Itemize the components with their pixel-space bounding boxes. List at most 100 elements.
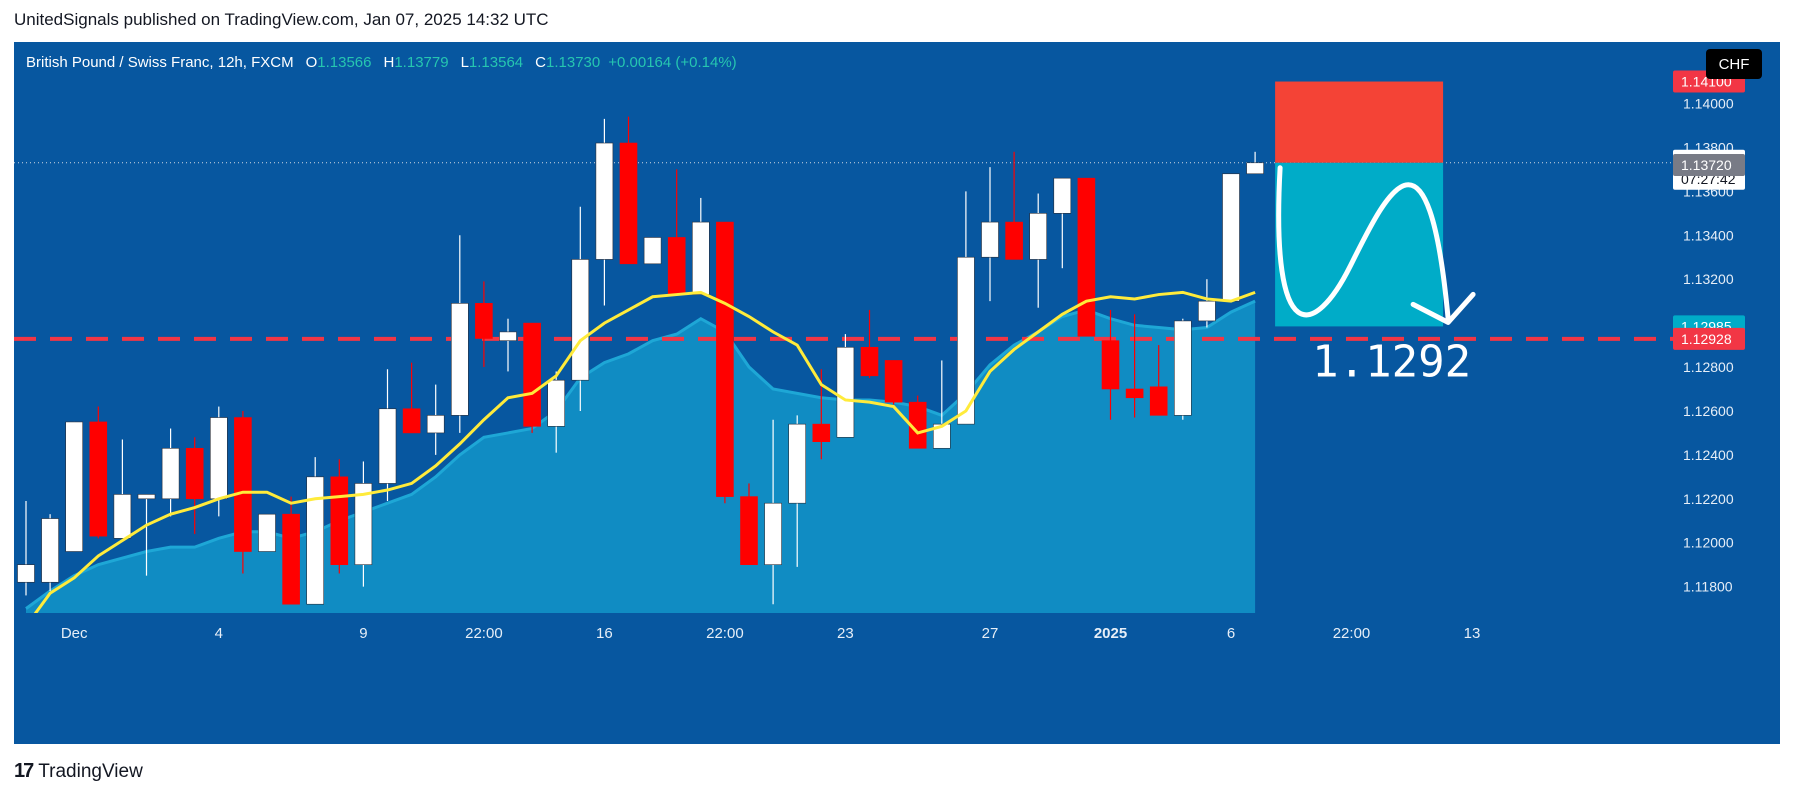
time-tick-label: Dec (61, 625, 88, 642)
price-tick-label: 1.11800 (1683, 579, 1733, 595)
chart-frame[interactable]: 1.1292 1.14000 1.13800 1.13600 1.13400 1.1320… (14, 42, 1780, 744)
candle-body[interactable] (330, 476, 349, 565)
symbol-legend: British Pound / Swiss Franc, 12h, FXCM O1… (26, 54, 737, 71)
candle-body[interactable] (1101, 340, 1120, 390)
low-label: L (460, 54, 469, 71)
tradingview-logo-icon: 17 (14, 760, 34, 782)
time-tick-label: 22:00 (706, 625, 744, 642)
candle-body[interactable] (764, 502, 782, 565)
close-value: 1.13730 (546, 54, 601, 71)
candle-body[interactable] (860, 346, 879, 377)
candle-body[interactable] (258, 513, 276, 552)
candle-body[interactable] (1029, 213, 1048, 260)
candle-body[interactable] (836, 346, 855, 438)
candle-body[interactable] (667, 237, 686, 295)
candle-body[interactable] (619, 142, 638, 265)
time-tick-label: 22:00 (1333, 625, 1371, 642)
time-tick-label: 27 (982, 625, 999, 642)
candle-body[interactable] (402, 408, 421, 434)
symbol-name[interactable]: British Pound / Swiss Franc, 12h, FXCM (26, 54, 294, 71)
candle-body[interactable] (354, 483, 373, 565)
time-tick-label: 13 (1464, 625, 1481, 642)
candle-body[interactable] (137, 494, 156, 500)
price-tick-label: 1.13200 (1683, 271, 1734, 287)
target-price-annotation: 1.1292 (1312, 336, 1471, 387)
price-tick-label: 1.12000 (1683, 535, 1734, 551)
candle-body[interactable] (282, 513, 300, 605)
time-tick-label: 22:00 (465, 625, 503, 642)
candle-body[interactable] (571, 259, 590, 381)
time-axis-bg (14, 613, 1780, 744)
price-tick-label: 1.12800 (1683, 359, 1734, 375)
time-tick-label: 16 (596, 625, 613, 642)
candle-body[interactable] (210, 417, 228, 500)
candle-body[interactable] (812, 423, 831, 442)
close-label: C (535, 54, 546, 71)
currency-button[interactable]: CHF (1706, 49, 1762, 79)
candle-body[interactable] (523, 322, 541, 427)
candle-body[interactable] (185, 447, 204, 500)
time-tick-label: 9 (359, 625, 367, 642)
candle-body[interactable] (1174, 320, 1192, 416)
candle-body[interactable] (1222, 173, 1240, 302)
publisher-line: UnitedSignals published on TradingView.c… (14, 10, 549, 29)
candle-body[interactable] (643, 237, 662, 265)
candle-body[interactable] (1246, 162, 1264, 175)
candle-body[interactable] (426, 415, 445, 434)
candle-body[interactable] (716, 221, 734, 497)
candle-body[interactable] (378, 408, 397, 484)
open-value: 1.13566 (317, 54, 372, 71)
candle-body[interactable] (234, 417, 252, 552)
candle-body[interactable] (691, 221, 710, 295)
change-value: +0.00164 (+0.14%) (608, 54, 737, 71)
price-tick-label: 1.12200 (1683, 491, 1734, 507)
candle-body[interactable] (957, 256, 975, 425)
candle-body[interactable] (113, 494, 132, 539)
moving-average-line[interactable] (24, 290, 1256, 628)
time-tick-label: 23 (837, 625, 854, 642)
candle-body[interactable] (161, 447, 180, 500)
candle-body[interactable] (1053, 177, 1072, 214)
forecast-arrow-head (1410, 291, 1476, 325)
candle-body[interactable] (1198, 300, 1216, 322)
chart-canvas[interactable]: 1.12921.140001.138001.136001.134001.1320… (14, 42, 1780, 744)
candle-body[interactable] (1077, 177, 1096, 337)
candle-body[interactable] (547, 379, 566, 427)
candle-body[interactable] (1149, 386, 1168, 416)
price-badge-label: 1.13720 (1681, 157, 1732, 173)
candle-body[interactable] (981, 221, 999, 258)
tradingview-brand: TradingView (38, 760, 143, 782)
low-value: 1.13564 (468, 54, 524, 71)
price-tick-label: 1.12600 (1683, 403, 1734, 419)
candle-body[interactable] (740, 496, 758, 565)
tradingview-logo[interactable]: 17 TradingView (14, 760, 143, 783)
price-tick-label: 1.14000 (1683, 95, 1734, 111)
candle-body[interactable] (884, 360, 903, 403)
time-tick-label: 6 (1227, 625, 1235, 642)
candle-body[interactable] (788, 423, 807, 504)
candle-body[interactable] (65, 421, 84, 552)
price-tick-label: 1.13400 (1683, 227, 1734, 243)
price-badge[interactable] (1673, 327, 1745, 350)
price-tick-label: 1.12400 (1683, 447, 1734, 463)
candle-body[interactable] (306, 476, 325, 605)
candle-body[interactable] (1005, 221, 1023, 260)
high-value: 1.13779 (394, 54, 449, 71)
time-tick-label: 4 (215, 625, 223, 642)
candle-body[interactable] (499, 331, 517, 341)
candle-body[interactable] (450, 303, 469, 416)
forecast-arrow-path[interactable] (1276, 165, 1451, 321)
candle-body[interactable] (89, 421, 108, 537)
price-badge-label: 1.12928 (1681, 331, 1732, 347)
candle-body[interactable] (932, 423, 951, 449)
candle-body[interactable] (475, 303, 493, 339)
price-badge[interactable] (1673, 153, 1745, 176)
candle-body[interactable] (1125, 388, 1144, 399)
candle-body[interactable] (41, 518, 59, 583)
candle-body[interactable] (595, 142, 614, 260)
high-label: H (383, 54, 395, 71)
time-tick-label: 2025 (1094, 625, 1127, 642)
stop-loss-zone[interactable] (1275, 81, 1444, 163)
candle-body[interactable] (17, 564, 35, 583)
open-label: O (305, 54, 318, 71)
